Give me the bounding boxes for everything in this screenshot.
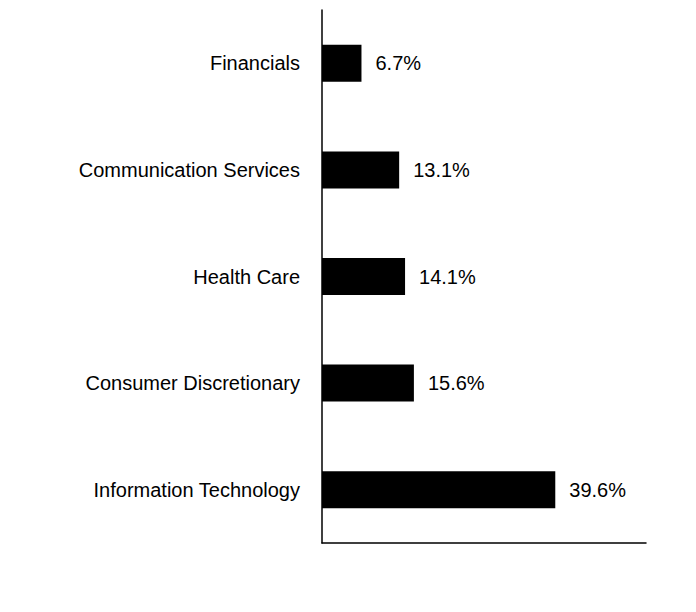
- svg-text:Communication Services: Communication Services: [79, 159, 300, 181]
- svg-text:14.1%: 14.1%: [419, 266, 476, 288]
- svg-text:15.6%: 15.6%: [428, 372, 485, 394]
- svg-text:6.7%: 6.7%: [375, 52, 421, 74]
- svg-text:Information Technology: Information Technology: [94, 479, 300, 501]
- svg-text:13.1%: 13.1%: [413, 159, 470, 181]
- svg-text:Consumer Discretionary: Consumer Discretionary: [85, 372, 300, 394]
- svg-text:Health Care: Health Care: [193, 266, 300, 288]
- svg-text:39.6%: 39.6%: [569, 479, 626, 501]
- svg-text:Financials: Financials: [210, 52, 300, 74]
